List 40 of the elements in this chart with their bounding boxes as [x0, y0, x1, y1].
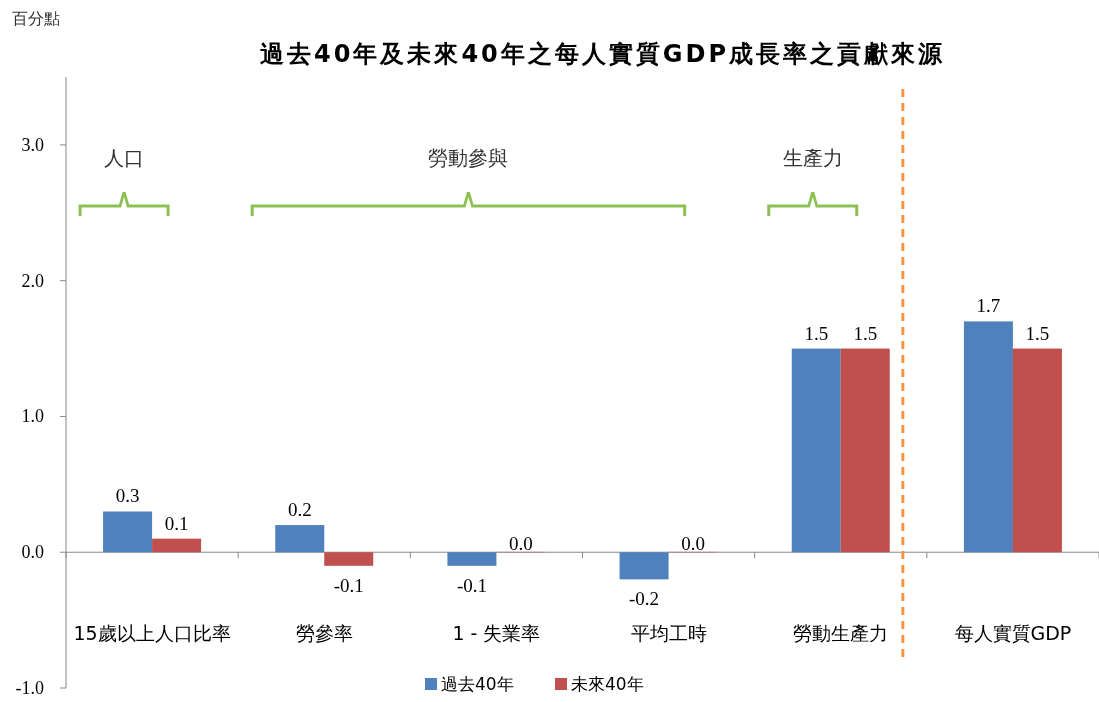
y-tick-label: 3.0: [21, 134, 44, 155]
x-tick-label: 每人實質GDP: [954, 622, 1072, 644]
data-label: 0.2: [287, 499, 312, 521]
y-tick-label: 1.0: [21, 406, 44, 427]
x-tick-label: 1 - 失業率: [452, 622, 541, 644]
annotation: 人口: [104, 146, 145, 170]
y-tick-label: 0.0: [21, 542, 44, 563]
bar: [275, 525, 325, 553]
data-label: 1.5: [853, 322, 878, 344]
y-tick-label: 2.0: [21, 270, 44, 291]
data-label: 1.5: [804, 322, 829, 344]
bar: [324, 552, 374, 566]
bar: [840, 348, 890, 553]
bar: [152, 538, 202, 553]
bar: [1012, 348, 1062, 553]
y-axis-title: 百分點: [12, 9, 60, 28]
data-label: 0.1: [164, 512, 189, 534]
bar: [619, 552, 669, 580]
x-tick-label: 勞動生產力: [793, 622, 889, 644]
y-tick-label: -1.0: [15, 678, 44, 698]
bar: [963, 321, 1013, 553]
legend-label: 未來40年: [571, 674, 644, 694]
data-label: -0.1: [456, 574, 487, 596]
annotation: 生產力: [782, 146, 843, 170]
data-label: -0.1: [333, 574, 364, 596]
x-tick-label: 15歲以上人口比率: [73, 622, 231, 644]
data-label: 0.3: [115, 485, 140, 507]
chart-title: 過去40年及未來40年之每人實質GDP成長率之貢獻來源: [259, 40, 946, 68]
data-label: 0.0: [681, 533, 705, 555]
annotation: 勞動參與: [428, 146, 509, 170]
x-tick-label: 勞參率: [295, 622, 353, 644]
bar: [103, 511, 153, 553]
data-label: 1.5: [1025, 322, 1050, 344]
bar: [447, 552, 497, 566]
data-label: -0.2: [629, 588, 660, 610]
x-tick-label: 平均工時: [630, 622, 707, 644]
legend-label: 過去40年: [441, 674, 514, 694]
data-label: 0.0: [509, 533, 533, 555]
data-label: 1.7: [976, 295, 1001, 317]
bar: [791, 348, 841, 553]
